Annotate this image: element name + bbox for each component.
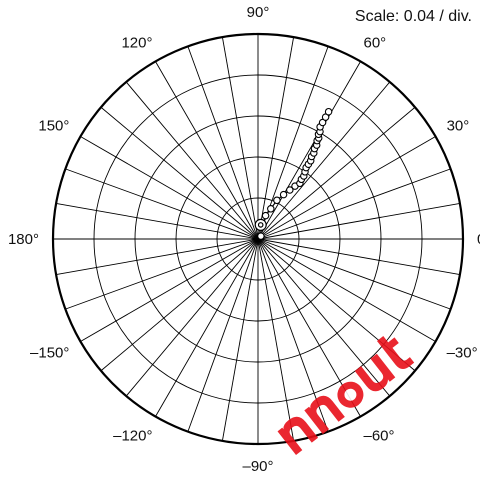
grid-spoke: [80, 136, 259, 240]
angle-label: –120°: [113, 428, 152, 445]
data-point: [267, 205, 275, 213]
data-point: [279, 190, 288, 199]
grid-spoke: [257, 61, 361, 240]
grid-spoke: [56, 202, 259, 240]
grid-spoke: [257, 202, 460, 240]
grid-spoke: [100, 238, 259, 372]
data-point: [324, 107, 333, 116]
scale-label: Scale: 0.04 / div.: [354, 8, 472, 25]
grid-spoke: [257, 238, 451, 310]
angle-label: 90°: [247, 4, 270, 21]
angle-label: 150°: [38, 118, 69, 135]
angle-labels: 0 30° 60° 90° 120° 150° 180° –150° –120° –90° –60°…: [8, 4, 480, 475]
center-marker-inner: [257, 222, 264, 228]
angle-label: 120°: [121, 34, 152, 51]
grid-spoke: [65, 168, 259, 240]
angle-label: 60°: [364, 34, 387, 51]
data-point: [257, 232, 265, 240]
grid-spoke: [56, 238, 259, 276]
data-point: [273, 196, 281, 205]
grid-spoke: [125, 81, 259, 240]
grid-spoke: [125, 238, 259, 397]
angle-label: 0: [477, 231, 480, 248]
data-point: [261, 211, 270, 220]
grid-spoke: [80, 238, 259, 342]
angle-label: –30°: [447, 345, 478, 362]
grid-spoke: [257, 168, 451, 240]
grid-spoke: [257, 238, 295, 441]
angle-label: –150°: [30, 345, 69, 362]
angle-label: 30°: [447, 118, 470, 135]
grid-spoke: [221, 238, 259, 441]
grid-spoke: [155, 238, 259, 417]
angle-label: –60°: [364, 428, 395, 445]
grid-spoke: [187, 238, 259, 432]
grid-spoke: [65, 238, 259, 310]
angle-label: –90°: [242, 458, 273, 475]
angle-label: 180°: [8, 231, 39, 248]
grid-spoke: [100, 106, 259, 240]
grid-spoke: [187, 46, 259, 240]
polar-grid: [51, 32, 465, 446]
grid-spoke: [257, 238, 460, 276]
data-point: [286, 186, 294, 194]
grid-spoke: [257, 136, 436, 240]
grid-spoke: [155, 61, 259, 240]
grid-spoke: [257, 37, 295, 240]
grid-spoke: [257, 81, 391, 240]
data-points-layer: [254, 107, 333, 240]
grid-spoke: [257, 106, 416, 240]
grid-spoke: [257, 238, 436, 342]
grid-spoke: [221, 37, 259, 240]
